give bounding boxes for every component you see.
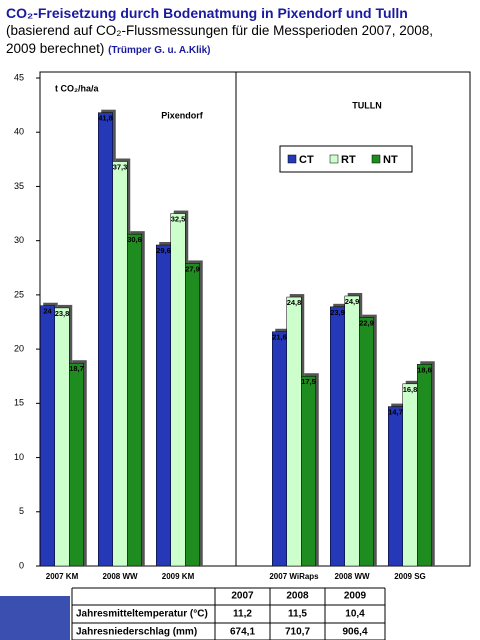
y-tick-label: 15 <box>14 398 24 408</box>
y-tick-label: 5 <box>19 506 24 516</box>
bar <box>40 305 55 567</box>
value-label: 18,6 <box>417 365 432 374</box>
legend-swatch <box>287 154 297 164</box>
bar <box>330 306 345 567</box>
legend-swatch <box>329 154 339 164</box>
legend-label: CT <box>299 154 314 166</box>
x-tick-label: 2007 KM <box>46 572 79 581</box>
source: (Trümper G. u. A.Klik) <box>108 45 211 56</box>
table-header: 2008 <box>286 591 309 602</box>
table-header: 2009 <box>344 591 367 602</box>
header: CO₂-Freisetzung durch Bodenatmung in Pix… <box>6 4 446 60</box>
value-label: 14,7 <box>388 408 403 417</box>
y-tick-label: 35 <box>14 181 24 191</box>
value-label: 24,9 <box>345 297 360 306</box>
table-header: 2007 <box>231 591 254 602</box>
value-label: 41,8 <box>98 114 113 123</box>
y-tick-label: 30 <box>14 235 24 245</box>
bar <box>156 244 171 567</box>
value-label: 18,7 <box>69 364 84 373</box>
value-label: 21,6 <box>272 333 287 342</box>
y-tick-label: 10 <box>14 452 24 462</box>
table-cell: 11,2 <box>233 609 252 620</box>
table-cell: 11,5 <box>288 609 307 620</box>
y-tick-label: 20 <box>14 343 24 353</box>
bar <box>98 112 113 567</box>
table-cell: 10,4 <box>345 609 365 620</box>
decor-block <box>0 596 70 640</box>
y-tick-label: 40 <box>14 127 24 137</box>
value-label: 29,6 <box>156 246 171 255</box>
bar <box>54 307 70 567</box>
panel-label: TULLN <box>352 100 382 110</box>
bar <box>388 406 403 567</box>
table-cell: 710,7 <box>285 627 310 638</box>
x-tick-label: 2009 SG <box>394 572 426 581</box>
legend-label: RT <box>341 154 356 166</box>
bar <box>359 317 374 567</box>
table-cell: 906,4 <box>342 627 367 638</box>
x-tick-label: 2008 WW <box>334 572 370 581</box>
value-label: 27,9 <box>185 264 200 273</box>
chart-title: CO₂-Freisetzung durch Bodenatmung in Pix… <box>6 5 408 21</box>
y-tick-label: 45 <box>14 72 24 82</box>
bar <box>112 161 128 567</box>
bar <box>127 233 142 567</box>
bar <box>344 295 360 567</box>
value-label: 24 <box>43 307 52 316</box>
legend-label: NT <box>383 154 398 166</box>
y-axis-label: t CO₂/ha/a <box>55 83 100 93</box>
bar <box>286 296 302 567</box>
table-row-label: Jahresniederschlag (mm) <box>76 627 197 638</box>
value-label: 17,5 <box>301 377 316 386</box>
value-label: 22,9 <box>359 319 374 328</box>
value-label: 23,9 <box>330 308 345 317</box>
bar <box>417 364 432 567</box>
legend-swatch <box>371 154 381 164</box>
bar <box>185 263 200 567</box>
value-label: 32,5 <box>171 215 186 224</box>
y-tick-label: 25 <box>14 289 24 299</box>
bar <box>69 362 84 567</box>
y-tick-label: 0 <box>19 560 24 570</box>
bar <box>272 331 287 567</box>
legend-box <box>279 145 413 173</box>
value-label: 23,8 <box>55 309 70 318</box>
value-label: 37,3 <box>113 162 128 171</box>
x-tick-label: 2009 KM <box>162 572 195 581</box>
panel-label: Pixendorf <box>161 110 204 120</box>
x-tick-label: 2007 WiRaps <box>269 572 319 581</box>
bar <box>170 213 186 567</box>
table-cell: 674,1 <box>230 627 255 638</box>
subtitle: (basierend auf CO₂-Flussmessungen für di… <box>6 23 433 56</box>
bar <box>402 383 418 567</box>
x-tick-label: 2008 WW <box>102 572 138 581</box>
value-label: 30,6 <box>127 235 142 244</box>
table-row-label: Jahresmitteltemperatur (°C) <box>76 609 208 620</box>
value-label: 16,8 <box>403 385 418 394</box>
value-label: 24,8 <box>287 298 302 307</box>
bar <box>301 375 316 567</box>
